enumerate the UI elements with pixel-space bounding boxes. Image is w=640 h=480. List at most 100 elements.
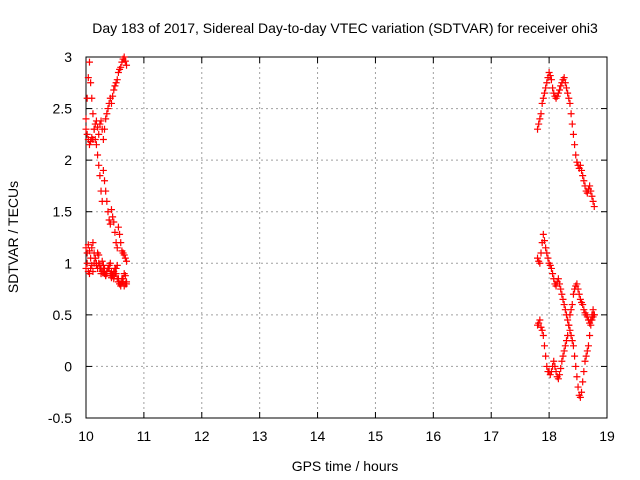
data-point: [558, 290, 566, 298]
data-point: [566, 326, 574, 334]
data-point: [538, 326, 546, 334]
data-point: [104, 105, 112, 113]
data-point: [109, 213, 117, 221]
data-point: [542, 244, 550, 252]
data-point: [550, 357, 558, 365]
data-point: [83, 259, 91, 267]
data-point: [542, 352, 550, 360]
data-point: [586, 319, 594, 327]
x-tick-label: 19: [599, 428, 615, 444]
data-point: [589, 306, 597, 314]
data-point: [112, 79, 120, 87]
data-point: [578, 166, 586, 174]
data-point: [120, 53, 128, 61]
y-tick-label: 3: [64, 49, 72, 65]
data-point: [99, 261, 107, 269]
data-point: [106, 259, 114, 267]
data-point: [82, 115, 90, 123]
data-point: [101, 177, 109, 185]
data-point: [583, 347, 591, 355]
data-point: [89, 110, 97, 118]
data-point: [110, 86, 118, 94]
data-point: [537, 110, 545, 118]
data-point: [95, 130, 103, 138]
data-point: [84, 74, 92, 82]
data-point: [557, 82, 565, 90]
y-axis-label: SDTVAR / TECUs: [5, 181, 21, 293]
series-segment-f: [534, 230, 598, 401]
data-point: [564, 331, 572, 339]
data-point: [105, 216, 113, 224]
data-point: [99, 136, 107, 144]
x-tick-label: 18: [541, 428, 557, 444]
data-point: [546, 261, 554, 269]
data-point: [559, 352, 567, 360]
data-point: [88, 94, 96, 102]
series-segment-b: [82, 53, 131, 149]
data-point: [588, 192, 596, 200]
series-segment-d: [82, 254, 131, 290]
data-point: [554, 375, 562, 383]
data-point: [116, 230, 124, 238]
data-point: [551, 362, 559, 370]
data-point: [89, 239, 97, 247]
data-point: [113, 76, 121, 84]
data-point: [120, 251, 128, 259]
data-point: [88, 244, 96, 252]
data-point: [95, 251, 103, 259]
y-tick-label: 1: [64, 255, 72, 271]
data-point: [552, 368, 560, 376]
y-tick-label: 0: [64, 358, 72, 374]
data-point: [565, 94, 573, 102]
data-point: [121, 254, 129, 262]
data-point: [578, 388, 586, 396]
data-point: [542, 84, 550, 92]
data-point: [556, 371, 564, 379]
data-point: [549, 84, 557, 92]
data-point: [121, 57, 129, 65]
data-point: [569, 342, 577, 350]
y-tick-label: 1.5: [53, 204, 73, 220]
data-point: [579, 378, 587, 386]
data-point: [536, 259, 544, 267]
data-point: [590, 203, 598, 211]
data-point: [546, 371, 554, 379]
data-point: [121, 272, 129, 280]
data-point: [573, 158, 581, 166]
data-point: [536, 316, 544, 324]
data-point: [579, 301, 587, 309]
data-point: [554, 89, 562, 97]
data-point: [540, 89, 548, 97]
data-point: [123, 278, 131, 286]
data-point: [559, 295, 567, 303]
data-point: [91, 254, 99, 262]
y-tick-label: 2: [64, 152, 72, 168]
data-point: [85, 141, 93, 149]
data-point: [539, 331, 547, 339]
data-point: [560, 74, 568, 82]
data-point: [571, 352, 579, 360]
data-point: [117, 239, 125, 247]
x-axis-label: GPS time / hours: [292, 458, 399, 474]
data-point: [96, 120, 104, 128]
data-point: [576, 161, 584, 169]
data-point: [546, 72, 554, 80]
data-point: [583, 313, 591, 321]
data-point: [556, 280, 564, 288]
data-point: [580, 177, 588, 185]
x-tick-label: 10: [78, 428, 94, 444]
data-point: [113, 244, 121, 252]
data-point: [564, 89, 572, 97]
data-point: [107, 99, 115, 107]
data-point: [87, 79, 95, 87]
data-point: [123, 61, 131, 69]
data-point: [103, 110, 111, 118]
data-point: [545, 68, 553, 76]
data-point: [95, 259, 103, 267]
data-point: [574, 285, 582, 293]
data-point: [566, 99, 574, 107]
data-point: [553, 92, 561, 100]
data-point: [118, 58, 126, 66]
data-point: [568, 120, 576, 128]
